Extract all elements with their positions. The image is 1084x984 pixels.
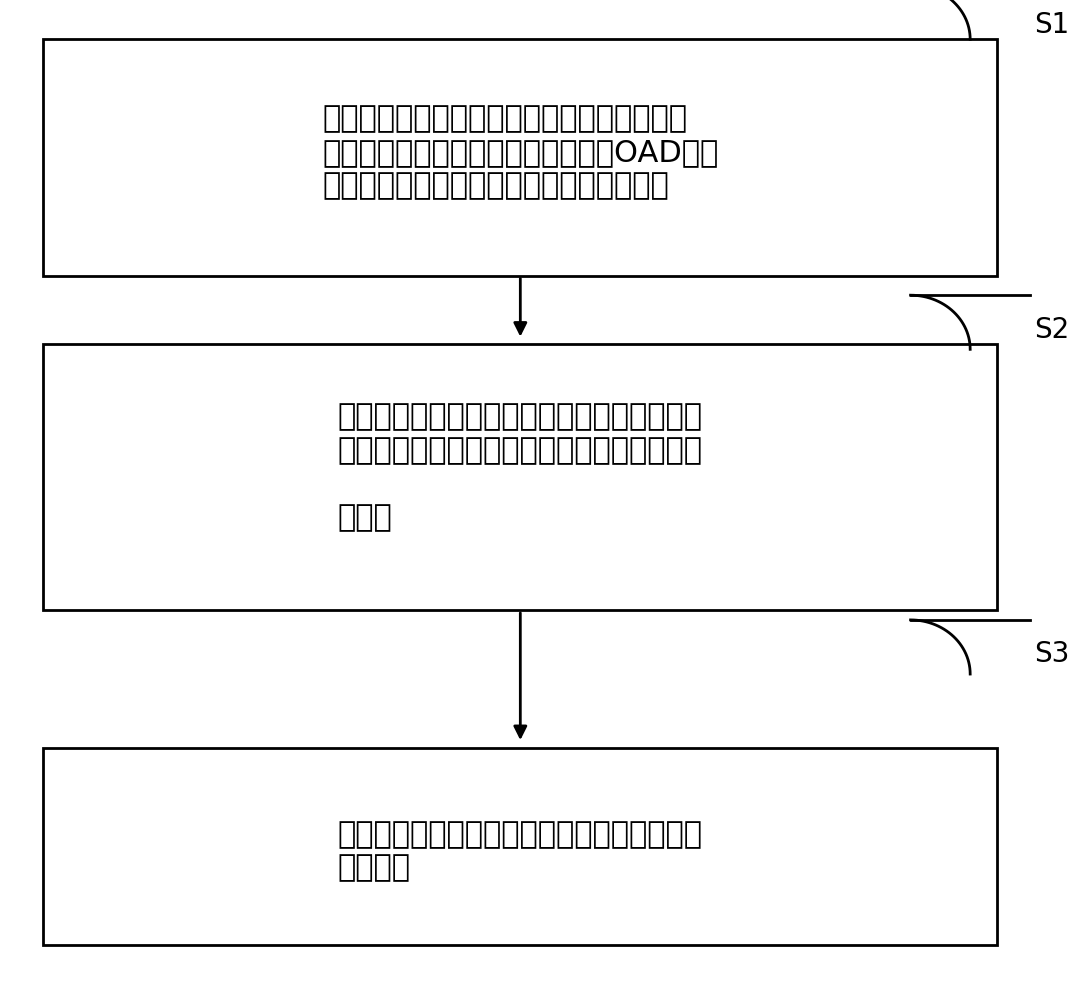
Text: 根据所述方案记录表，读取并存储电表中该方
案记录表对应的第一个分冻结数据的内容和读

取时间: 根据所述方案记录表，读取并存储电表中该方 案记录表对应的第一个分冻结数据的内容和… [338,402,702,532]
Text: 按照预设周期，依次读取并储存该方案其他分
冻结数据: 按照预设周期，依次读取并储存该方案其他分 冻结数据 [338,820,702,883]
Text: 读取分冻结关联对象属性表，根据各个关联对
象属性的冻结周期、存储深度、关联OAD属性
特征建立各类分冻结方案对应的方案记录表: 读取分冻结关联对象属性表，根据各个关联对 象属性的冻结周期、存储深度、关联OAD… [322,104,719,201]
FancyBboxPatch shape [43,748,997,945]
FancyBboxPatch shape [43,344,997,610]
Text: S3: S3 [1034,641,1069,668]
Text: S1: S1 [1034,11,1069,38]
Text: S2: S2 [1034,316,1069,343]
FancyBboxPatch shape [43,39,997,276]
